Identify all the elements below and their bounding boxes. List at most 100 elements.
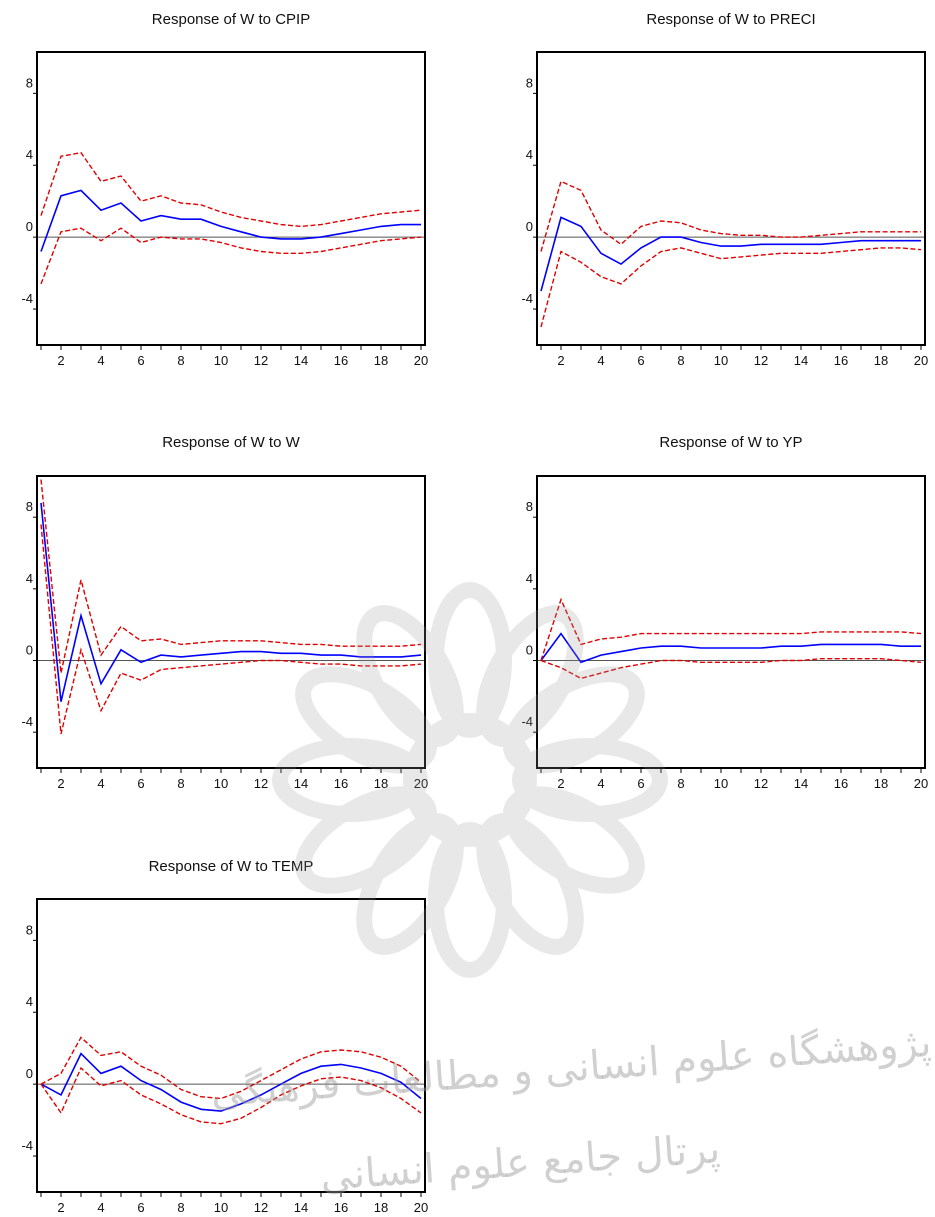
x-tick-label: 8 [177,353,184,368]
x-tick-label: 4 [597,776,604,791]
x-tick-label: 6 [637,776,644,791]
response-line [540,216,921,292]
x-tick-label: 20 [414,353,428,368]
panel-title: Response of W to W [162,434,300,451]
x-tick-label: 8 [677,776,684,791]
x-tick-label: 10 [214,1200,228,1215]
upper-band-line [40,479,422,674]
y-tick-label: 4 [26,994,33,1009]
x-tick-label: 12 [754,776,768,791]
x-tick-label: 10 [214,776,228,791]
x-tick-label: 10 [714,776,728,791]
y-tick-label: 8 [26,75,33,90]
x-tick-label: 16 [334,776,348,791]
y-tick-label: 8 [526,75,533,90]
x-tick-label: 16 [334,1200,348,1215]
response-line [40,1052,422,1112]
panel-title: Response of W to CPIP [152,11,310,28]
lower-band-line [540,658,922,680]
y-tick-label: 0 [26,1066,33,1081]
irf-panel: Response of W to YP -4 0 4 8 2 4 6 8 10 12 14 16 18 20 [521,434,928,791]
x-tick-label: 16 [834,776,848,791]
x-tick-label: 18 [874,776,888,791]
plot-frame [36,475,426,769]
plot-frame [536,475,926,769]
x-tick-label: 4 [97,1200,104,1215]
lower-band-line [540,247,922,328]
x-tick-label: 6 [637,353,644,368]
panel-title: Response of W to YP [659,434,802,451]
x-tick-label: 6 [137,353,144,368]
x-tick-label: 14 [294,776,308,791]
y-tick-label: 4 [526,571,533,586]
panel-title: Response of W to TEMP [149,858,314,875]
x-tick-label: 18 [374,353,388,368]
x-tick-label: 4 [597,353,604,368]
y-tick-label: -4 [21,714,33,729]
x-tick-label: 18 [874,353,888,368]
x-tick-label: 2 [57,353,64,368]
x-tick-label: 14 [294,1200,308,1215]
panel-title: Response of W to PRECI [646,11,815,28]
x-tick-label: 20 [914,353,928,368]
x-tick-label: 12 [254,353,268,368]
x-tick-label: 16 [834,353,848,368]
x-tick-label: 10 [214,353,228,368]
y-tick-label: -4 [521,291,533,306]
x-tick-label: 2 [57,1200,64,1215]
response-line [40,502,422,702]
response-line [40,189,421,252]
lower-band-line [40,524,422,735]
y-tick-label: 4 [526,147,533,162]
irf-panel: Response of W to TEMP -4 0 4 8 2 4 6 8 10 12 14 16 18… [21,858,428,1215]
response-line [540,632,921,664]
x-tick-label: 2 [57,776,64,791]
irf-panel: Response of W to W -4 0 4 8 2 4 6 8 10 12 14 16 18 20 [21,434,428,791]
irf-panel: Response of W to CPIP -4 0 4 8 2 4 6 8 10 12 14 16 18… [21,11,428,368]
x-tick-label: 20 [414,1200,428,1215]
y-tick-label: -4 [21,291,33,306]
y-tick-label: -4 [521,714,533,729]
plot-frame [36,898,426,1193]
x-tick-label: 20 [914,776,928,791]
x-tick-label: 6 [137,776,144,791]
x-tick-label: 2 [557,776,564,791]
x-tick-label: 16 [334,353,348,368]
x-tick-label: 2 [557,353,564,368]
x-tick-label: 14 [794,776,808,791]
upper-band-line [540,597,922,661]
x-tick-label: 12 [754,353,768,368]
x-tick-label: 10 [714,353,728,368]
x-tick-label: 18 [374,1200,388,1215]
x-tick-label: 12 [254,1200,268,1215]
plot-frame [36,51,426,346]
y-tick-label: 0 [26,643,33,658]
watermark-emblem [272,582,668,978]
x-tick-label: 4 [97,353,104,368]
x-tick-label: 14 [294,353,308,368]
y-tick-label: 8 [526,499,533,514]
y-tick-label: 0 [526,219,533,234]
y-tick-label: 8 [26,922,33,937]
plot-frame [536,51,926,346]
y-tick-label: 4 [26,571,33,586]
upper-band-line [540,180,921,252]
upper-band-line [40,1036,422,1100]
upper-band-line [40,151,422,228]
y-tick-label: -4 [21,1138,33,1153]
x-tick-label: 14 [794,353,808,368]
y-tick-label: 0 [526,643,533,658]
x-tick-label: 4 [97,776,104,791]
x-tick-label: 8 [677,353,684,368]
y-tick-label: 8 [26,499,33,514]
irf-panel: Response of W to PRECI -4 0 4 8 2 4 6 8 10 12 14 16 1… [521,11,928,368]
x-tick-label: 20 [414,776,428,791]
lower-band-line [40,227,422,285]
x-tick-label: 18 [374,776,388,791]
x-tick-label: 8 [177,776,184,791]
y-tick-label: 4 [26,147,33,162]
x-tick-label: 6 [137,1200,144,1215]
y-tick-label: 0 [26,219,33,234]
x-tick-label: 8 [177,1200,184,1215]
